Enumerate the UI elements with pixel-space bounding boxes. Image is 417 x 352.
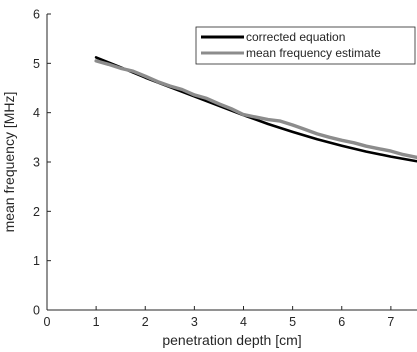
x-tick-label: 0: [44, 315, 51, 329]
x-axis-label: penetration depth [cm]: [162, 332, 301, 348]
y-tick-label: 6: [33, 8, 40, 22]
legend-box: [195, 26, 416, 65]
x-tick-label: 4: [240, 315, 247, 329]
y-tick-label: 0: [33, 304, 40, 318]
series-line-mean-frequency-estimate: [94, 59, 417, 160]
x-tick-label: 6: [338, 315, 345, 329]
y-tick-label: 4: [33, 106, 40, 120]
data-series: [94, 56, 417, 163]
y-axis-label: mean frequency [MHz]: [1, 92, 17, 233]
x-tick-label: 7: [387, 315, 394, 329]
x-tick-label: 2: [142, 315, 149, 329]
y-tick-label: 3: [33, 156, 40, 170]
legend-label-corrected-equation: corrected equation: [246, 30, 345, 44]
x-tick-label: 3: [191, 315, 198, 329]
legend: corrected equation mean frequency estima…: [195, 26, 416, 65]
y-tick-label: 5: [33, 57, 40, 71]
axes: [46, 14, 417, 311]
y-tick-label: 1: [33, 254, 40, 268]
y-tick-label: 2: [33, 205, 40, 219]
x-tick-label: 5: [289, 315, 296, 329]
legend-label-mean-frequency-estimate: mean frequency estimate: [246, 46, 381, 60]
x-tick-label: 1: [93, 315, 100, 329]
tick-labels: 0123456780123456: [33, 8, 394, 330]
